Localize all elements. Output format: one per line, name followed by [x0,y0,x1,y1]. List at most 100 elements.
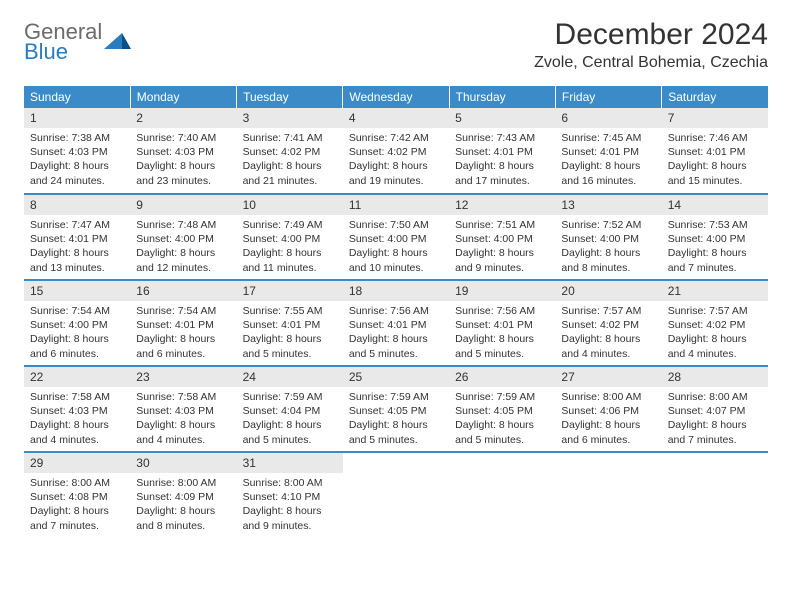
sunrise-value: 8:00 AM [178,477,217,489]
sunrise-value: 8:00 AM [284,477,323,489]
daylight-label: Daylight: [136,247,180,259]
daylight-line: Daylight: 8 hours and 5 minutes. [349,418,443,446]
sunset-value: 4:04 PM [281,405,320,417]
sunrise-label: Sunrise: [561,305,602,317]
day-number: 7 [662,108,768,128]
calendar-day-cell: 2Sunrise: 7:40 AMSunset: 4:03 PMDaylight… [130,108,236,194]
day-body: Sunrise: 8:00 AMSunset: 4:07 PMDaylight:… [662,387,768,451]
sunset-value: 4:05 PM [387,405,426,417]
sunrise-line: Sunrise: 8:00 AM [561,390,655,404]
sunrise-line: Sunrise: 8:00 AM [243,476,337,490]
daylight-label: Daylight: [136,160,180,172]
sunset-value: 4:02 PM [706,319,745,331]
daylight-label: Daylight: [561,160,605,172]
sunset-label: Sunset: [455,405,494,417]
day-body: Sunrise: 7:58 AMSunset: 4:03 PMDaylight:… [24,387,130,451]
calendar-week-row: 1Sunrise: 7:38 AMSunset: 4:03 PMDaylight… [24,108,768,194]
sunset-line: Sunset: 4:09 PM [136,490,230,504]
sunrise-label: Sunrise: [668,391,709,403]
sunset-label: Sunset: [243,405,282,417]
daylight-line: Daylight: 8 hours and 5 minutes. [349,332,443,360]
sunrise-label: Sunrise: [30,477,71,489]
daylight-line: Daylight: 8 hours and 9 minutes. [243,504,337,532]
sunset-line: Sunset: 4:00 PM [30,318,124,332]
day-body: Sunrise: 7:57 AMSunset: 4:02 PMDaylight:… [662,301,768,365]
sunrise-line: Sunrise: 7:50 AM [349,218,443,232]
sunrise-label: Sunrise: [668,132,709,144]
daylight-label: Daylight: [668,419,712,431]
sunset-value: 4:01 PM [175,319,214,331]
sunrise-line: Sunrise: 8:00 AM [668,390,762,404]
calendar-day-cell [343,452,449,538]
day-body: Sunrise: 7:54 AMSunset: 4:01 PMDaylight:… [130,301,236,365]
daylight-line: Daylight: 8 hours and 17 minutes. [455,159,549,187]
day-body: Sunrise: 7:49 AMSunset: 4:00 PMDaylight:… [237,215,343,279]
logo-mark-icon [104,31,132,53]
sunset-value: 4:02 PM [600,319,639,331]
daylight-line: Daylight: 8 hours and 5 minutes. [455,418,549,446]
day-body: Sunrise: 7:43 AMSunset: 4:01 PMDaylight:… [449,128,555,192]
sunrise-line: Sunrise: 7:51 AM [455,218,549,232]
weekday-header: Sunday [24,86,130,108]
day-body: Sunrise: 7:45 AMSunset: 4:01 PMDaylight:… [555,128,661,192]
daylight-line: Daylight: 8 hours and 7 minutes. [668,246,762,274]
sunset-line: Sunset: 4:03 PM [30,145,124,159]
sunrise-value: 8:00 AM [71,477,110,489]
sunrise-value: 8:00 AM [603,391,642,403]
sunset-label: Sunset: [561,233,600,245]
daylight-line: Daylight: 8 hours and 5 minutes. [243,332,337,360]
daylight-line: Daylight: 8 hours and 24 minutes. [30,159,124,187]
daylight-line: Daylight: 8 hours and 6 minutes. [30,332,124,360]
day-body: Sunrise: 7:59 AMSunset: 4:04 PMDaylight:… [237,387,343,451]
sunset-line: Sunset: 4:01 PM [561,145,655,159]
daylight-label: Daylight: [243,160,287,172]
sunset-line: Sunset: 4:04 PM [243,404,337,418]
daylight-label: Daylight: [136,505,180,517]
day-number: 31 [237,453,343,473]
sunrise-line: Sunrise: 7:55 AM [243,304,337,318]
sunrise-line: Sunrise: 7:52 AM [561,218,655,232]
sunset-line: Sunset: 4:01 PM [668,145,762,159]
day-body: Sunrise: 8:00 AMSunset: 4:08 PMDaylight:… [24,473,130,537]
day-body: Sunrise: 7:38 AMSunset: 4:03 PMDaylight:… [24,128,130,192]
sunset-line: Sunset: 4:00 PM [455,232,549,246]
day-body: Sunrise: 7:50 AMSunset: 4:00 PMDaylight:… [343,215,449,279]
sunset-line: Sunset: 4:08 PM [30,490,124,504]
day-number: 26 [449,367,555,387]
daylight-label: Daylight: [455,160,499,172]
sunset-value: 4:03 PM [69,405,108,417]
daylight-line: Daylight: 8 hours and 19 minutes. [349,159,443,187]
sunset-value: 4:03 PM [175,405,214,417]
sunrise-label: Sunrise: [349,305,390,317]
sunset-line: Sunset: 4:03 PM [30,404,124,418]
day-number: 15 [24,281,130,301]
day-body: Sunrise: 7:41 AMSunset: 4:02 PMDaylight:… [237,128,343,192]
sunset-line: Sunset: 4:00 PM [243,232,337,246]
calendar-week-row: 29Sunrise: 8:00 AMSunset: 4:08 PMDayligh… [24,452,768,538]
sunrise-value: 8:00 AM [709,391,748,403]
sunset-label: Sunset: [561,146,600,158]
day-body: Sunrise: 7:59 AMSunset: 4:05 PMDaylight:… [449,387,555,451]
daylight-label: Daylight: [30,419,74,431]
sunrise-label: Sunrise: [561,219,602,231]
calendar-day-cell: 24Sunrise: 7:59 AMSunset: 4:04 PMDayligh… [237,366,343,452]
weekday-header: Thursday [449,86,555,108]
sunrise-label: Sunrise: [30,219,71,231]
sunset-label: Sunset: [30,146,69,158]
sunrise-line: Sunrise: 7:56 AM [455,304,549,318]
calendar-day-cell: 1Sunrise: 7:38 AMSunset: 4:03 PMDaylight… [24,108,130,194]
day-number: 8 [24,195,130,215]
sunrise-value: 7:58 AM [178,391,217,403]
calendar-day-cell: 9Sunrise: 7:48 AMSunset: 4:00 PMDaylight… [130,194,236,280]
sunrise-value: 7:57 AM [603,305,642,317]
sunrise-line: Sunrise: 7:40 AM [136,131,230,145]
sunset-value: 4:08 PM [69,491,108,503]
sunrise-line: Sunrise: 7:57 AM [561,304,655,318]
sunset-value: 4:09 PM [175,491,214,503]
calendar-day-cell [555,452,661,538]
sunrise-label: Sunrise: [668,219,709,231]
daylight-label: Daylight: [136,419,180,431]
sunrise-line: Sunrise: 7:58 AM [136,390,230,404]
daylight-label: Daylight: [349,247,393,259]
sunset-label: Sunset: [455,233,494,245]
